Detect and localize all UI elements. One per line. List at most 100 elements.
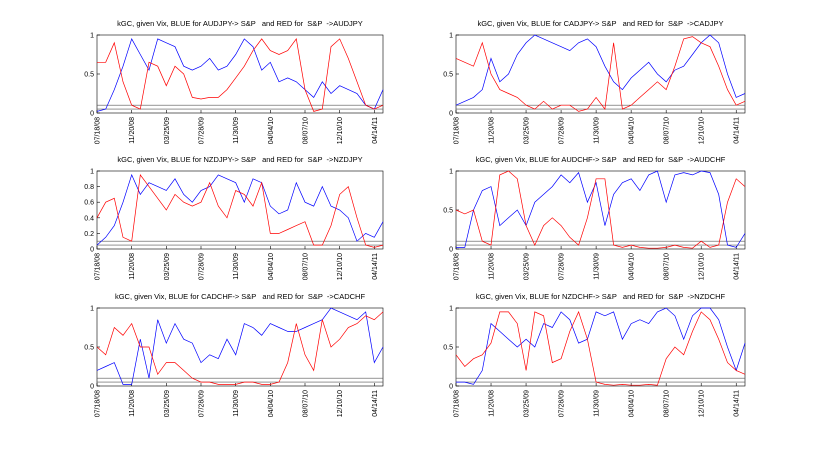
chart-title: kGC, given Vix, BLUE for NZDJPY-> S&P an… [117,155,362,164]
x-tick-label: 07/28/09 [199,390,206,417]
x-tick-label: 12/10/10 [337,253,344,280]
plot-frame [455,34,746,114]
y-tick-label: 0.4 [84,215,94,222]
y-tick-label: 0.5 [84,72,94,79]
chart-title: kGC, given Vix, BLUE for AUDCHF-> S&P an… [476,155,726,164]
plot-frame [455,170,746,250]
y-tick-label: 0.5 [84,345,94,352]
x-tick-label: 11/20/08 [489,253,496,280]
x-tick-label: 08/07/10 [664,253,671,280]
x-tick-label: 04/04/10 [629,253,636,280]
y-tick-label: 0 [449,247,453,254]
series-line [455,34,746,106]
panel: kGC, given Vix, BLUE for NZDCHF-> S&P an… [443,292,746,417]
y-tick-label: 1 [90,33,94,40]
x-tick-label: 12/10/10 [699,253,706,280]
x-tick-label: 07/28/09 [199,117,206,144]
y-tick-label: 0 [449,111,453,118]
x-tick-label: 04/04/10 [268,390,275,417]
x-tick-label: 07/18/08 [95,117,102,144]
y-tick-label: 0.5 [443,72,453,79]
x-tick-label: 07/18/08 [95,253,102,280]
plot-frame [96,170,384,250]
x-tick-label: 11/20/08 [129,253,136,280]
x-tick-label: 11/20/08 [129,117,136,144]
x-tick-label: 11/30/09 [594,390,601,417]
plot-frame [96,307,384,387]
x-tick-label: 08/07/10 [664,117,671,144]
x-tick-label: 07/28/09 [199,253,206,280]
chart-title: kGC, given Vix, BLUE for NZDCHF-> S&P an… [476,292,726,301]
x-tick-label: 11/30/09 [233,390,240,417]
x-tick-label: 11/30/09 [233,117,240,144]
chart-title: kGC, given Vix, BLUE for CADJPY-> S&P an… [477,19,723,28]
series-line [456,170,746,248]
y-tick-label: 1 [90,306,94,313]
series-line [96,173,384,248]
panel: kGC, given Vix, BLUE for CADCHF-> S&P an… [84,292,384,417]
x-tick-label: 08/07/10 [303,117,310,144]
x-tick-label: 11/30/09 [594,117,601,144]
x-tick-label: 07/28/09 [559,390,566,417]
y-tick-label: 0 [90,384,94,391]
series-line [96,311,384,385]
x-tick-label: 11/20/08 [489,117,496,144]
series-line [455,170,746,249]
x-tick-label: 12/10/10 [699,117,706,144]
y-tick-label: 1 [449,306,453,313]
x-tick-label: 12/10/10 [337,117,344,144]
x-tick-label: 11/20/08 [489,390,496,417]
x-tick-label: 03/25/09 [164,390,171,417]
series-line [96,38,384,112]
plot-frame [455,307,746,387]
x-tick-label: 07/28/09 [559,117,566,144]
x-tick-label: 11/20/08 [129,390,136,417]
x-tick-label: 07/18/08 [454,117,461,144]
x-tick-label: 08/07/10 [303,253,310,280]
series-line [455,36,746,112]
y-tick-label: 1 [90,169,94,176]
x-tick-label: 03/25/09 [524,117,531,144]
y-tick-label: 0 [90,247,94,254]
x-tick-label: 04/14/11 [734,117,741,144]
series-line [96,307,384,385]
y-tick-label: 0.5 [443,208,453,215]
y-tick-label: 0.6 [84,200,94,207]
y-tick-label: 1 [449,169,453,176]
panel: kGC, given Vix, BLUE for AUDCHF-> S&P an… [443,155,746,280]
y-tick-label: 1 [449,33,453,40]
x-tick-label: 04/04/10 [268,253,275,280]
series-line [97,38,384,112]
x-tick-label: 08/07/10 [664,390,671,417]
series-line [456,307,746,385]
x-tick-label: 03/25/09 [524,390,531,417]
x-tick-label: 11/30/09 [594,253,601,280]
y-tick-label: 0 [90,111,94,118]
y-tick-label: 0 [449,384,453,391]
panel: kGC, given Vix, BLUE for CADJPY-> S&P an… [443,19,746,144]
x-tick-label: 12/10/10 [337,390,344,417]
x-tick-label: 04/14/11 [372,390,379,417]
y-tick-label: 0.8 [84,184,94,191]
chart-title: kGC, given Vix, BLUE for AUDJPY-> S&P an… [117,19,363,28]
x-tick-label: 04/14/11 [372,253,379,280]
y-tick-label: 0.5 [443,345,453,352]
x-tick-label: 07/18/08 [454,253,461,280]
x-tick-label: 04/04/10 [629,390,636,417]
x-tick-label: 04/04/10 [268,117,275,144]
x-tick-label: 07/18/08 [95,390,102,417]
x-tick-label: 11/30/09 [233,253,240,280]
series-line [455,310,746,386]
panel: kGC, given Vix, BLUE for NZDJPY-> S&P an… [84,155,384,280]
x-tick-label: 03/25/09 [164,253,171,280]
x-tick-label: 04/14/11 [372,117,379,144]
x-tick-label: 04/04/10 [629,117,636,144]
panel: kGC, given Vix, BLUE for AUDJPY-> S&P an… [84,19,384,144]
x-tick-label: 12/10/10 [699,390,706,417]
x-tick-label: 03/25/09 [524,253,531,280]
chart-title: kGC, given Vix, BLUE for CADCHF-> S&P an… [115,292,365,301]
x-tick-label: 03/25/09 [164,117,171,144]
x-tick-label: 07/18/08 [454,390,461,417]
x-tick-label: 07/28/09 [559,253,566,280]
